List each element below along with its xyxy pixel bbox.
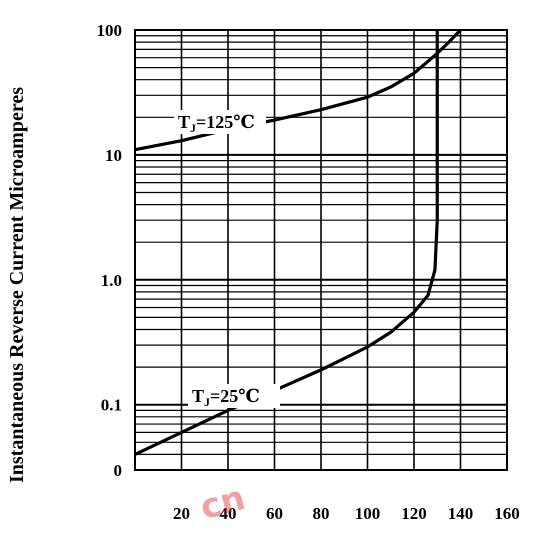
series-line	[134, 30, 439, 456]
x-tick-label: 120	[401, 504, 427, 523]
y-axis-label: Instantaneous Reverse Current Microamper…	[6, 87, 28, 483]
plot-frame	[134, 29, 508, 471]
series-annotation: TJ=125℃	[178, 112, 255, 135]
y-tick-labels: 100 10 1.0 0.1 0	[97, 21, 123, 480]
series-annotations: TJ=125℃ TJ=25℃	[174, 110, 280, 409]
x-tick-label: 160	[494, 504, 520, 523]
x-tick-labels: 20 40 60 80 100 120 140 160	[173, 504, 520, 523]
y-tick-label: 0.1	[101, 396, 122, 415]
y-tick-label: 100	[97, 21, 123, 40]
watermark-text: cn	[196, 478, 249, 528]
y-tick-label: 0	[114, 461, 123, 480]
annotation-background	[174, 110, 266, 134]
y-tick-label: 10	[105, 146, 122, 165]
x-tick-label: 100	[355, 504, 381, 523]
x-tick-label: 60	[266, 504, 283, 523]
x-tick-label: 20	[173, 504, 190, 523]
y-tick-label: 1.0	[101, 271, 122, 290]
x-tick-label: 40	[220, 504, 237, 523]
watermark: cn	[196, 478, 249, 528]
x-tick-label: 140	[448, 504, 474, 523]
x-tick-label: 80	[313, 504, 330, 523]
series-annotation: TJ=25℃	[192, 386, 260, 409]
annotation-background	[188, 384, 280, 408]
